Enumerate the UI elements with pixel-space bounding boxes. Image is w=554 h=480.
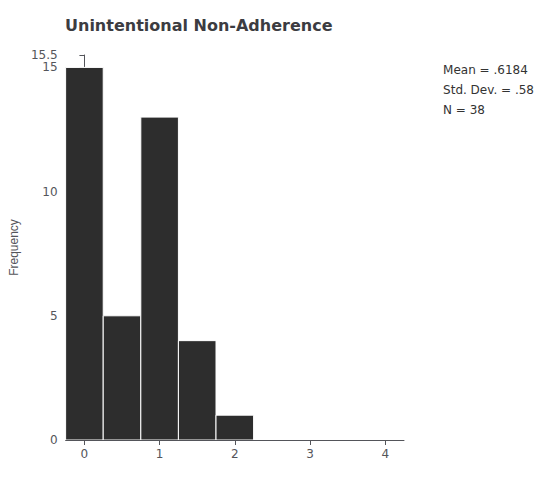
- svg-text:Mean = .6184: Mean = .6184: [443, 63, 528, 77]
- svg-text:5: 5: [50, 309, 58, 323]
- svg-text:N = 38: N = 38: [443, 103, 485, 117]
- svg-text:Frequency: Frequency: [7, 219, 21, 276]
- svg-text:0: 0: [81, 447, 89, 461]
- svg-text:4: 4: [381, 447, 389, 461]
- svg-text:3: 3: [306, 447, 314, 461]
- svg-text:15.5: 15.5: [31, 48, 58, 62]
- svg-text:10: 10: [42, 185, 57, 199]
- svg-text:1: 1: [156, 447, 164, 461]
- svg-text:Std. Dev. = .58: Std. Dev. = .58: [443, 83, 534, 97]
- svg-text:0: 0: [50, 433, 58, 447]
- svg-text:15: 15: [42, 60, 57, 74]
- svg-text:2: 2: [231, 447, 239, 461]
- svg-text:Unintentional Non-Adherence: Unintentional Non-Adherence: [65, 16, 333, 35]
